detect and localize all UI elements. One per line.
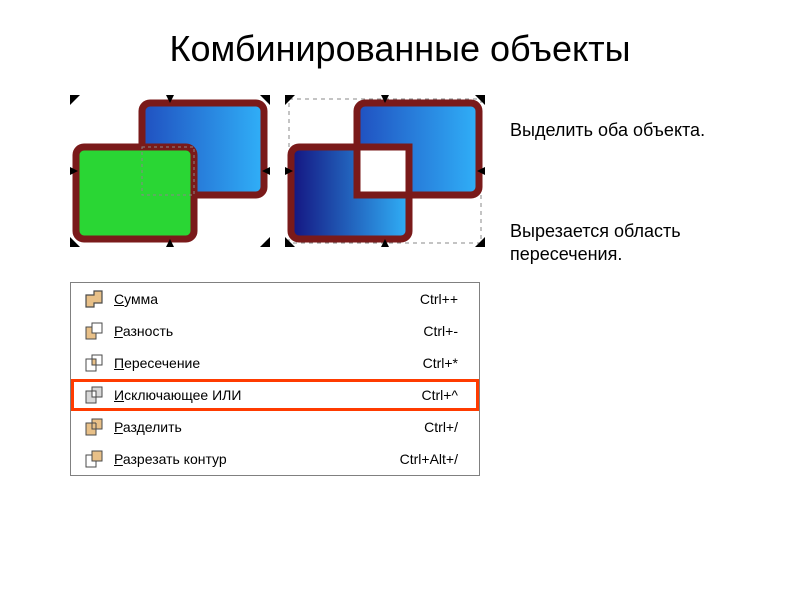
cutpath-icon <box>84 449 104 469</box>
menu-item-shortcut: Ctrl+Alt+/ <box>400 451 466 467</box>
menu-item-shortcut: Ctrl+/ <box>424 419 466 435</box>
menu-item-label: Исключающее ИЛИ <box>114 387 421 403</box>
figure-two-selected-rects <box>70 95 270 255</box>
menu-item-divide[interactable]: РазделитьCtrl+/ <box>71 411 479 443</box>
menu-item-label: Разделить <box>114 419 424 435</box>
menu-item-shortcut: Ctrl+^ <box>421 387 466 403</box>
divide-icon <box>84 417 104 437</box>
menu-item-label: Сумма <box>114 291 420 307</box>
note-line-1: Вырезается область <box>510 221 681 241</box>
menu-item-label: Пересечение <box>114 355 423 371</box>
menu-item-difference[interactable]: РазностьCtrl+- <box>71 315 479 347</box>
note-select-both: Выделить оба объекта. <box>510 120 705 141</box>
menu-item-xor[interactable]: Исключающее ИЛИCtrl+^ <box>71 379 479 411</box>
note-line-2: пересечения. <box>510 244 622 264</box>
menu-item-intersection[interactable]: ПересечениеCtrl+* <box>71 347 479 379</box>
menu-item-shortcut: Ctrl+* <box>423 355 466 371</box>
xor-icon <box>84 385 104 405</box>
menu-item-cutpath[interactable]: Разрезать контурCtrl+Alt+/ <box>71 443 479 475</box>
menu-item-label: Разрезать контур <box>114 451 400 467</box>
path-operations-menu: СуммаCtrl++РазностьCtrl+-ПересечениеCtrl… <box>70 282 480 476</box>
menu-item-shortcut: Ctrl+- <box>423 323 466 339</box>
note-cut-intersection: Вырезается область пересечения. <box>510 220 681 267</box>
page-title: Комбинированные объекты <box>0 28 800 70</box>
menu-item-label: Разность <box>114 323 423 339</box>
menu-item-shortcut: Ctrl++ <box>420 291 466 307</box>
intersection-icon <box>84 353 104 373</box>
union-icon <box>84 289 104 309</box>
figure-xor-result <box>285 95 485 255</box>
menu-item-union[interactable]: СуммаCtrl++ <box>71 283 479 315</box>
difference-icon <box>84 321 104 341</box>
